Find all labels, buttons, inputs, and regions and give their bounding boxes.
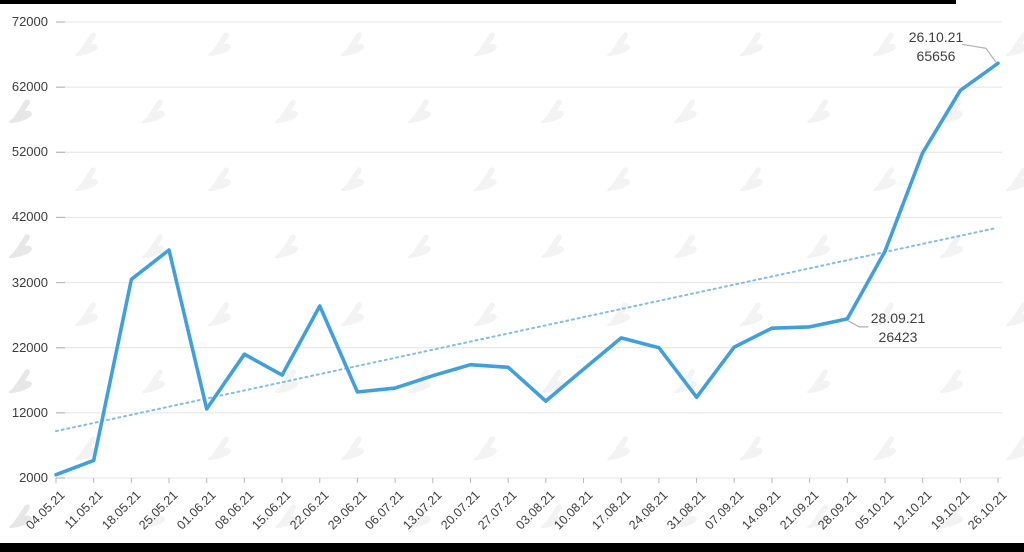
forklog-logo-watermark-icon: [737, 300, 767, 330]
forklog-logo-watermark-icon: [139, 502, 169, 532]
forklog-logo-watermark-icon: [1003, 30, 1024, 60]
forklog-logo-watermark-icon: [471, 30, 501, 60]
annotation-date: 26.10.21: [908, 29, 964, 45]
callout-line: [961, 43, 997, 63]
annotation-last-point: 26.10.21 65656: [876, 28, 996, 66]
top-border-bar: [0, 0, 956, 4]
forklog-logo-watermark-icon: [737, 165, 767, 195]
forklog-logo-watermark-icon: [471, 165, 501, 195]
forklog-logo-watermark-icon: [471, 434, 501, 464]
forklog-logo-watermark-icon: [471, 300, 501, 330]
forklog-logo-watermark-icon: [6, 97, 36, 127]
forklog-logo-watermark-icon: [870, 165, 900, 195]
annotation-mid-point: 28.09.21 26423: [838, 309, 958, 347]
forklog-logo-watermark-icon: [205, 165, 235, 195]
forklog-logo-watermark-icon: [671, 97, 701, 127]
forklog-logo-watermark-icon: [870, 30, 900, 60]
forklog-logo-watermark-icon: [937, 502, 967, 532]
forklog-logo-watermark-icon: [671, 232, 701, 262]
forklog-logo-watermark-icon: [272, 502, 302, 532]
forklog-logo-watermark-icon: [804, 367, 834, 397]
forklog-logo-watermark-icon: [870, 434, 900, 464]
forklog-logo-watermark-icon: [737, 434, 767, 464]
forklog-logo-watermark-icon: [671, 502, 701, 532]
forklog-logo-watermark-icon: [6, 502, 36, 532]
forklog-logo-watermark-icon: [1003, 434, 1024, 464]
bottom-border-bar: [0, 543, 1024, 552]
forklog-logo-watermark-icon: [737, 30, 767, 60]
forklog-logo-watermark-icon: [804, 502, 834, 532]
forklog-logo-watermark-icon: [604, 30, 634, 60]
forklog-logo-watermark-icon: [538, 232, 568, 262]
callout-line: [847, 320, 869, 328]
forklog-logo-watermark-icon: [804, 232, 834, 262]
forklog-logo-watermark-icon: [338, 434, 368, 464]
forklog-logo-watermark-icon: [6, 367, 36, 397]
forklog-logo-watermark-icon: [72, 300, 102, 330]
forklog-logo-watermark-icon: [72, 165, 102, 195]
trend-line: [55, 226, 998, 433]
annotation-value: 65656: [916, 48, 956, 64]
forklog-logo-watermark-icon: [338, 30, 368, 60]
forklog-logo-watermark-icon: [804, 97, 834, 127]
forklog-logo-watermark-icon: [937, 367, 967, 397]
forklog-logo-watermark-icon: [139, 97, 169, 127]
forklog-logo-watermark-icon: [72, 30, 102, 60]
forklog-logo-watermark-icon: [272, 232, 302, 262]
forklog-logo-watermark-icon: [604, 165, 634, 195]
forklog-logo-watermark-icon: [538, 367, 568, 397]
forklog-logo-watermark-icon: [72, 434, 102, 464]
forklog-logo-watermark-icon: [6, 232, 36, 262]
forklog-logo-watermark-icon: [272, 97, 302, 127]
forklog-logo-watermark-icon: [139, 232, 169, 262]
forklog-logo-watermark-icon: [338, 165, 368, 195]
annotation-value: 26423: [878, 329, 918, 345]
forklog-logo-watermark-icon: [205, 434, 235, 464]
forklog-logo-watermark-icon: [1003, 165, 1024, 195]
forklog-logo-watermark-icon: [538, 502, 568, 532]
forklog-logo-watermark-icon: [870, 300, 900, 330]
forklog-logo-watermark-icon: [405, 502, 435, 532]
forklog-logo-watermark-icon: [139, 367, 169, 397]
forklog-logo-watermark-icon: [272, 367, 302, 397]
forklog-logo-watermark-icon: [405, 232, 435, 262]
price-line: [54, 61, 1000, 477]
forklog-logo-watermark-icon: [405, 97, 435, 127]
forklog-logo-watermark-icon: [338, 300, 368, 330]
forklog-logo-watermark-icon: [1003, 300, 1024, 330]
forklog-logo-watermark-icon: [205, 30, 235, 60]
annotation-date: 28.09.21: [870, 310, 926, 326]
forklog-logo-watermark-icon: [604, 434, 634, 464]
forklog-logo-watermark-icon: [538, 97, 568, 127]
forklog-logo-watermark-icon: [205, 300, 235, 330]
forklog-logo-watermark-icon: [937, 232, 967, 262]
